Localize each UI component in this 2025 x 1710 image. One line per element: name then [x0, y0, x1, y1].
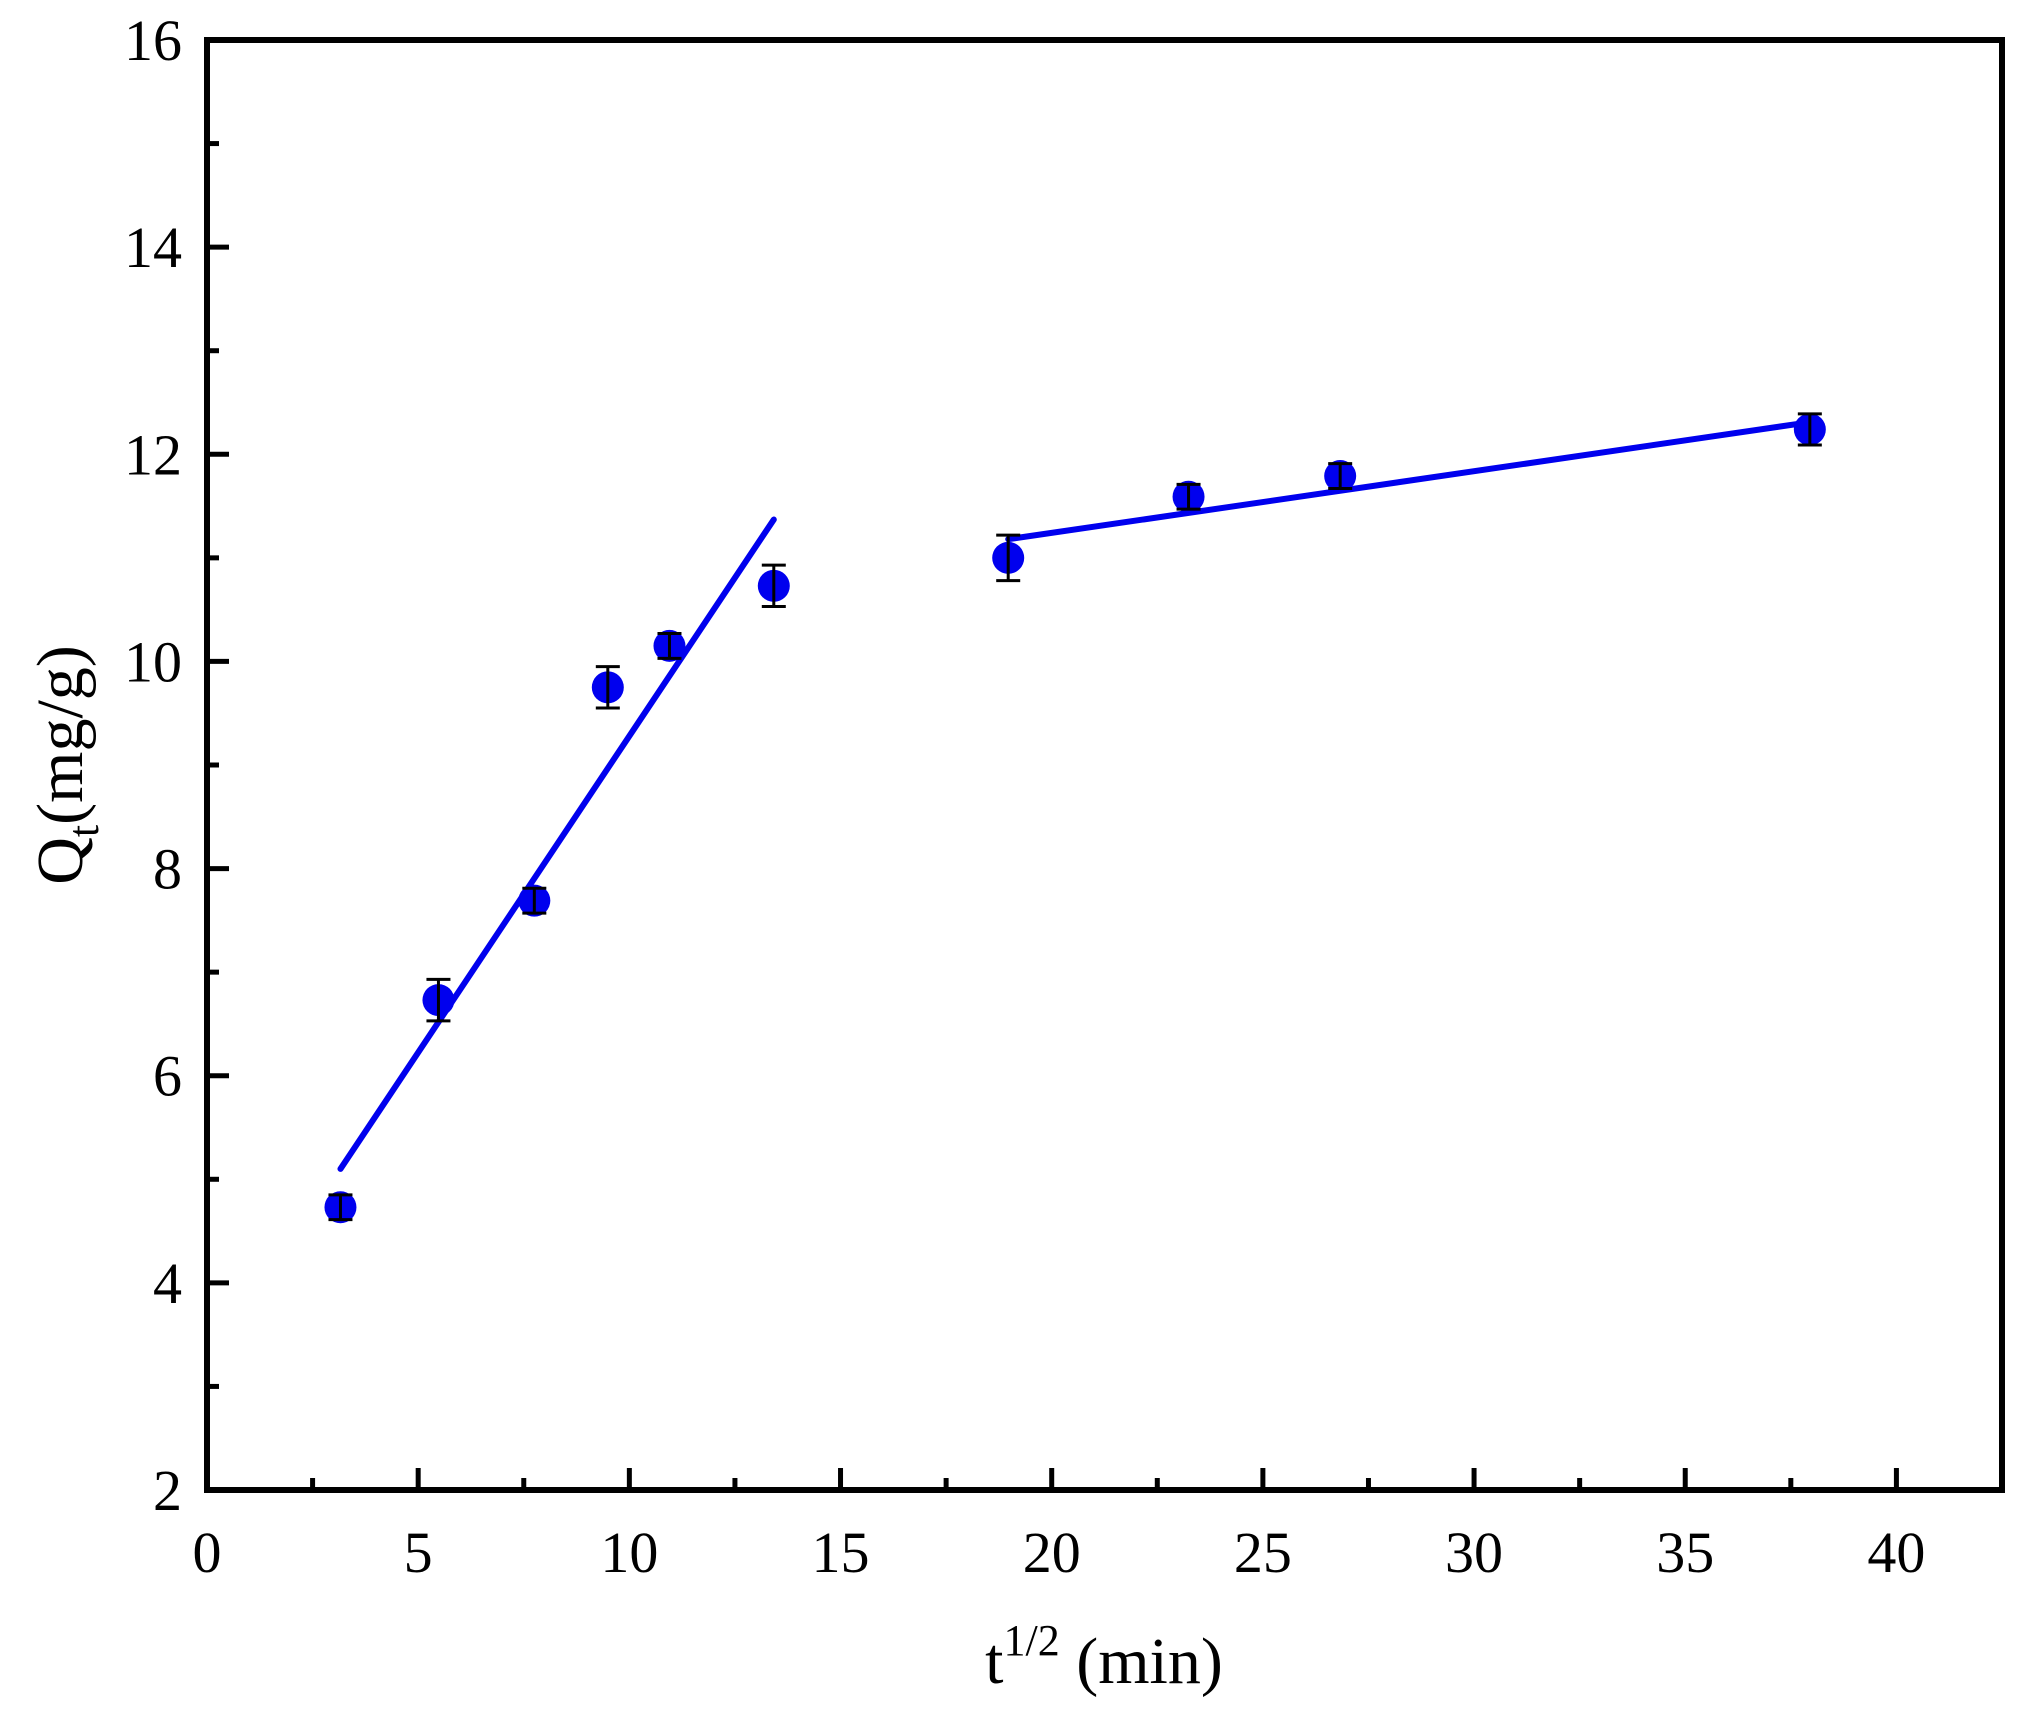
- y-tick-label: 14: [124, 215, 182, 280]
- error-bar: [426, 977, 451, 1023]
- plot-frame: [204, 37, 2005, 1493]
- error-bar: [328, 1193, 353, 1222]
- y-tick-label: 10: [124, 629, 182, 694]
- error-bar: [761, 563, 786, 609]
- y-tick-label: 16: [124, 8, 182, 73]
- y-tick-label: 6: [153, 1044, 182, 1109]
- fit-lines: [337, 419, 1813, 1172]
- x-tick-label: 40: [1867, 1520, 1925, 1585]
- error-bar: [996, 533, 1021, 583]
- y-axis-label: Qt(mg/g): [24, 645, 108, 885]
- error-bar: [595, 665, 620, 710]
- x-tick-label: 20: [1023, 1520, 1081, 1585]
- x-tick-label: 10: [600, 1520, 658, 1585]
- error-bar: [657, 631, 682, 660]
- tick-labels: 0 5 10 15 20 25 30 35 40 2 4 6 8 10 12 14 16: [124, 8, 1925, 1585]
- x-tick-label: 15: [812, 1520, 870, 1585]
- fit-line: [1005, 419, 1813, 543]
- y-tick-label: 4: [153, 1251, 182, 1316]
- y-tick-label: 2: [153, 1458, 182, 1523]
- y-tick-label: 8: [153, 837, 182, 902]
- error-bar: [1797, 412, 1822, 447]
- error-bar: [1328, 462, 1353, 490]
- fit-line: [337, 516, 777, 1172]
- error-bar: [522, 886, 547, 915]
- data-points: [324, 413, 1826, 1224]
- error-bars: [328, 412, 1822, 1222]
- x-axis-label: t1/2 (min): [985, 1616, 1223, 1698]
- x-tick-label: 5: [404, 1520, 433, 1585]
- y-tick-label: 12: [124, 422, 182, 487]
- x-tick-label: 25: [1234, 1520, 1292, 1585]
- x-tick-label: 0: [193, 1520, 222, 1585]
- x-tick-label: 35: [1656, 1520, 1714, 1585]
- error-bar: [1176, 482, 1201, 511]
- ticks: [204, 37, 2005, 1493]
- x-tick-label: 30: [1445, 1520, 1503, 1585]
